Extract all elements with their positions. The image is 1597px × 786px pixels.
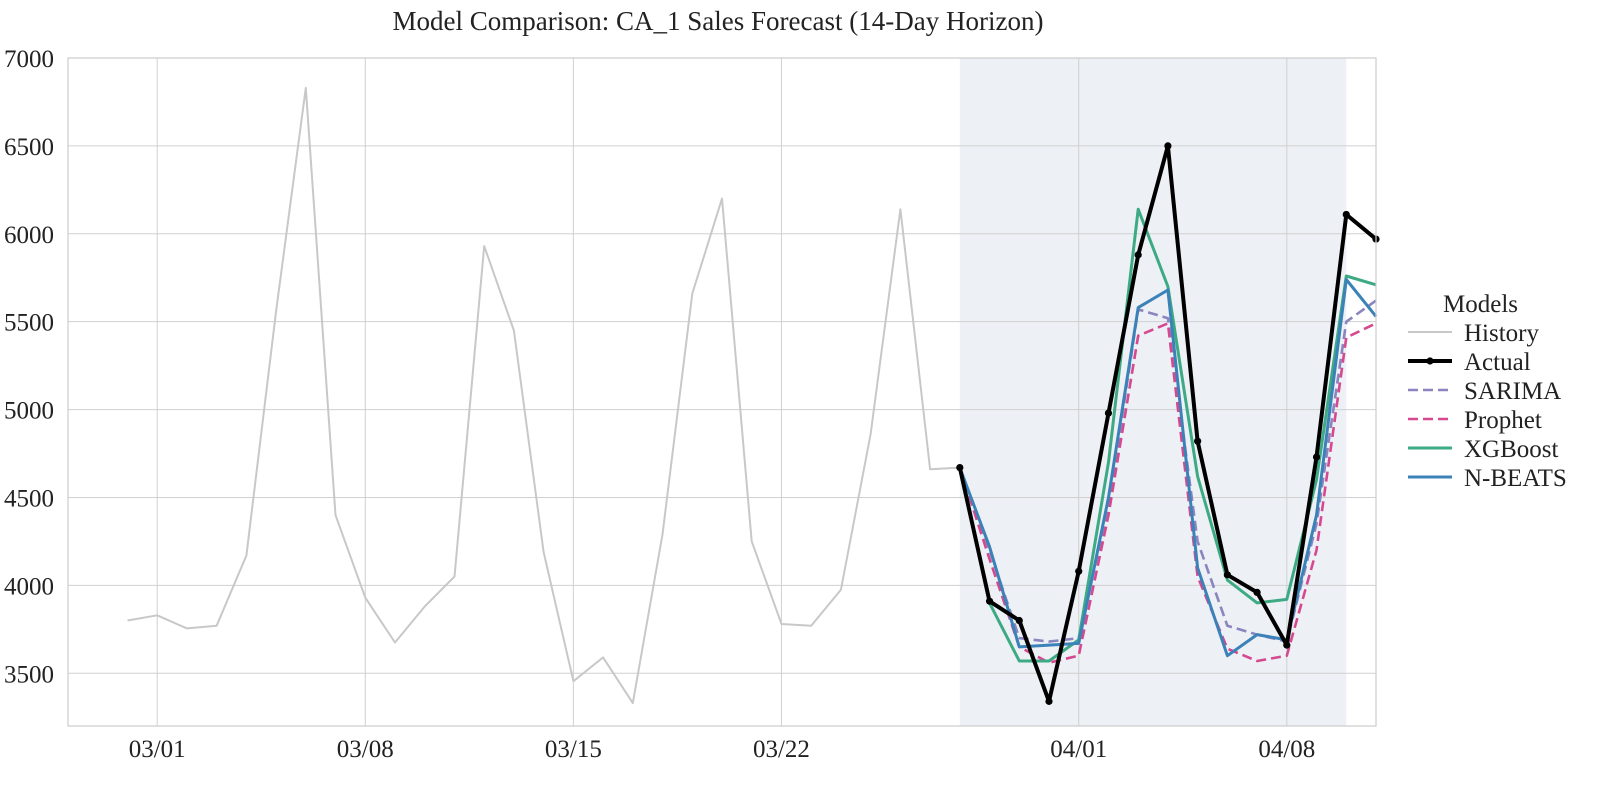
actual-marker xyxy=(1134,251,1142,259)
series-lines xyxy=(127,86,1380,705)
actual-marker xyxy=(1104,409,1113,417)
actual-marker xyxy=(1312,453,1321,461)
x-tick-label: 03/15 xyxy=(545,736,602,763)
actual-marker xyxy=(1253,588,1261,597)
y-tick-label: 7000 xyxy=(4,46,54,73)
plot-frame xyxy=(67,57,1377,727)
legend-label-n-beats: N-BEATS xyxy=(1464,465,1567,492)
legend-title: Models xyxy=(1443,291,1518,318)
x-tick-label: 04/08 xyxy=(1258,736,1315,763)
actual-marker xyxy=(1164,142,1172,150)
x-tick-label: 03/22 xyxy=(753,736,810,763)
actual-marker xyxy=(1075,567,1083,575)
series-line-sarima xyxy=(958,299,1377,643)
y-tick-label: 6500 xyxy=(4,134,54,161)
actual-marker xyxy=(956,463,964,472)
plot-area xyxy=(68,58,1376,726)
legend: Models HistoryActualSARIMAProphetXGBoost… xyxy=(1408,291,1567,492)
x-tick-label: 04/01 xyxy=(1050,736,1107,763)
y-tick-label: 4000 xyxy=(4,573,54,600)
actual-marker xyxy=(985,597,994,605)
legend-label-history: History xyxy=(1464,320,1540,347)
y-tick-label: 6000 xyxy=(4,222,54,249)
y-tick-label: 5000 xyxy=(4,398,54,425)
y-tick-label: 3500 xyxy=(4,661,54,688)
legend-label-sarima: SARIMA xyxy=(1464,378,1561,405)
legend-label-xgboost: XGBoost xyxy=(1464,436,1559,463)
series-line-history xyxy=(127,86,960,705)
actual-marker xyxy=(1342,210,1350,219)
x-tick-label: 03/08 xyxy=(337,736,394,763)
chart-title: Model Comparison: CA_1 Sales Forecast (1… xyxy=(393,6,1044,36)
legend-label-prophet: Prophet xyxy=(1464,407,1542,434)
x-tick-label: 03/01 xyxy=(129,736,186,763)
forecast-window-shading xyxy=(959,58,1347,726)
actual-marker xyxy=(1283,641,1291,649)
legend-label-actual: Actual xyxy=(1464,349,1531,376)
y-tick-label: 4500 xyxy=(4,485,54,512)
actual-marker xyxy=(1015,616,1023,625)
actual-marker xyxy=(1045,697,1053,705)
actual-marker xyxy=(1223,571,1231,579)
axes: 3500 4000 4500 5000 5500 6000 6500 7000 03/01 03/… xyxy=(4,46,1377,763)
y-tick-label: 5500 xyxy=(4,310,54,337)
legend-marker xyxy=(1426,357,1434,365)
actual-marker xyxy=(1194,437,1202,445)
